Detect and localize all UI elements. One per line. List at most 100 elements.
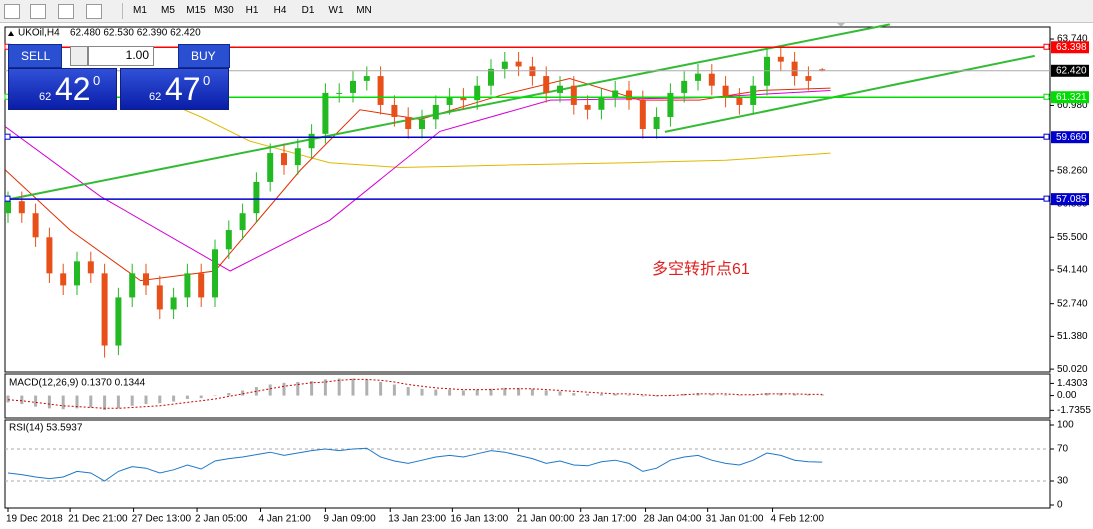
macd-bar	[213, 395, 217, 397]
level-handle	[1043, 93, 1050, 100]
candle-body	[543, 76, 550, 93]
y-tick-label: 100	[1057, 420, 1074, 431]
tool-icon[interactable]	[30, 4, 46, 19]
spinner[interactable]	[70, 46, 88, 66]
macd-bar	[461, 390, 465, 396]
level-box	[1051, 131, 1089, 144]
macd-bar	[185, 395, 189, 399]
candle-body	[460, 97, 467, 101]
level-box	[1051, 91, 1089, 104]
y-tick-label: 60.980	[1057, 100, 1088, 111]
macd-label: MACD(12,26,9) 0.1370 0.1344	[9, 378, 146, 389]
candle-body	[598, 97, 605, 110]
level-box	[1051, 41, 1089, 54]
candle-body	[557, 85, 563, 93]
macd-bar	[337, 378, 341, 396]
candle-body	[5, 201, 11, 214]
timeframe[interactable]: W1	[328, 5, 344, 16]
x-tick-label: 23 Jan 17:00	[579, 514, 637, 525]
timeframe[interactable]: M30	[214, 5, 234, 16]
tool-icon[interactable]	[4, 4, 20, 19]
y-tick-label: 30	[1057, 476, 1069, 487]
macd-bar	[254, 387, 258, 396]
macd-bar	[641, 395, 645, 397]
candle-body	[294, 148, 301, 166]
macd-bar	[586, 393, 590, 396]
macd-bar	[365, 379, 369, 396]
candle-body	[653, 116, 660, 130]
macd-bar	[351, 378, 355, 396]
candle-body	[363, 76, 370, 81]
timeframe[interactable]: H4	[273, 5, 287, 16]
tool-icon[interactable]	[58, 4, 74, 19]
y-tick-label: 52.740	[1057, 298, 1088, 309]
timeframe[interactable]: M5	[161, 5, 175, 16]
level-label: 57.085	[1056, 194, 1087, 205]
macd-bar	[89, 395, 93, 408]
macd-bar	[517, 387, 521, 396]
candle-body	[515, 61, 522, 67]
candle-body	[184, 273, 191, 298]
candle-body	[46, 237, 53, 274]
sell-button[interactable]: SELL	[8, 44, 62, 68]
candle-body	[446, 97, 453, 105]
ask-box[interactable]: 62 47 0	[120, 68, 229, 110]
timeframe[interactable]: MN	[356, 5, 372, 16]
ask-big: 47	[165, 71, 201, 107]
candle-body	[819, 69, 826, 71]
y-tick-label: 58.260	[1057, 166, 1088, 177]
lot-field[interactable]: 1.00	[88, 46, 154, 66]
level-handle	[1043, 133, 1050, 140]
macd-bar	[627, 394, 631, 396]
timeframe[interactable]: D1	[301, 5, 315, 16]
timeframe[interactable]: M1	[133, 5, 147, 16]
macd-bar	[599, 393, 603, 396]
timeframe[interactable]: H1	[245, 5, 259, 16]
x-tick-label: 27 Dec 13:00	[132, 514, 192, 525]
buy-button[interactable]: BUY	[178, 44, 230, 68]
y-tick-label: 70	[1057, 444, 1069, 455]
macd-signal	[7, 378, 823, 409]
macd-bar	[172, 395, 176, 402]
macd-bar	[737, 395, 741, 397]
x-tick-label: 16 Jan 13:00	[450, 514, 508, 525]
candle-body	[143, 273, 149, 286]
macd-bar	[323, 379, 327, 396]
level-label: 59.660	[1056, 132, 1087, 143]
y-tick-label: -1.7355	[1057, 405, 1091, 416]
candle-body	[391, 104, 398, 117]
annotation: 多空转折点61	[652, 260, 750, 278]
macd-bar	[434, 389, 438, 396]
timeframe[interactable]: M15	[186, 5, 206, 16]
candle-body	[488, 68, 494, 86]
current-price-box	[1051, 64, 1089, 77]
macd-bar	[241, 390, 245, 396]
candle-body	[626, 90, 632, 101]
candle-body	[156, 285, 163, 310]
macd-bar	[103, 395, 107, 411]
candle-body	[570, 85, 577, 105]
bid-sup: 0	[93, 73, 101, 88]
rsi-label: RSI(14) 53.5937	[9, 423, 83, 434]
candle-body	[170, 297, 177, 310]
macd-bar	[448, 389, 452, 396]
ask-prefix: 62	[149, 91, 162, 103]
macd-bar	[544, 390, 548, 396]
macd-bar	[116, 395, 120, 409]
candle-body	[695, 73, 701, 81]
rsi-line	[7, 447, 823, 482]
current-price-label: 62.420	[1056, 65, 1087, 76]
tool-icon[interactable]	[86, 4, 102, 19]
candle-body	[129, 273, 136, 298]
macd-bar	[820, 394, 824, 396]
sell-text: SELL	[21, 49, 51, 63]
y-tick-label: 0	[1057, 500, 1063, 511]
macd-bar	[710, 393, 714, 396]
macd-panel	[4, 373, 1051, 419]
candle-body	[777, 56, 784, 62]
bid-box[interactable]: 62 42 0	[8, 68, 117, 110]
candle-body	[791, 61, 798, 77]
y-tick-label: 50.020	[1057, 364, 1088, 375]
candle-body	[281, 153, 287, 166]
symbol-icon	[8, 31, 14, 36]
